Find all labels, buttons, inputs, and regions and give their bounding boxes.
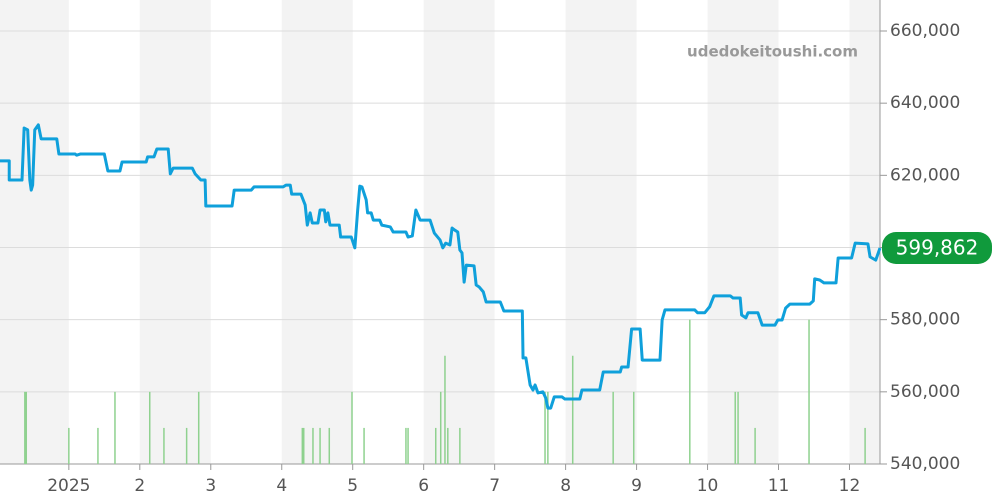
volume-bar bbox=[571, 355, 574, 464]
volume-bar bbox=[407, 427, 409, 464]
volume-bar bbox=[632, 391, 635, 464]
volume-bar bbox=[148, 391, 151, 464]
y-tick-label: 540,000 bbox=[890, 454, 960, 474]
x-tick-label: 11 bbox=[768, 476, 790, 496]
volume-bar bbox=[302, 427, 305, 464]
volume-bar bbox=[405, 427, 407, 464]
volume-bar bbox=[444, 355, 446, 464]
volume-bar bbox=[439, 391, 442, 464]
x-tick-label: 6 bbox=[418, 476, 429, 496]
month-band bbox=[0, 0, 69, 464]
volume-bar bbox=[163, 427, 165, 464]
volume-bar bbox=[363, 427, 365, 464]
volume-bar bbox=[328, 427, 331, 464]
x-tick-label: 8 bbox=[560, 476, 571, 496]
y-tick-label: 640,000 bbox=[890, 93, 960, 113]
x-tick-label: 3 bbox=[205, 476, 216, 496]
volume-bar bbox=[808, 319, 810, 464]
volume-bar bbox=[312, 427, 314, 464]
y-tick-label: 620,000 bbox=[890, 165, 960, 185]
month-band bbox=[849, 0, 880, 464]
volume-bar bbox=[612, 391, 614, 464]
x-tick-label: 2 bbox=[134, 476, 145, 496]
x-tick-label: 4 bbox=[276, 476, 287, 496]
volume-bar bbox=[24, 391, 26, 464]
x-tick-label: 2025 bbox=[47, 476, 90, 496]
volume-bar bbox=[197, 391, 200, 464]
volume-bar bbox=[544, 391, 546, 464]
volume-bar bbox=[68, 427, 70, 464]
price-badge bbox=[882, 231, 992, 264]
x-tick-label: 10 bbox=[697, 476, 719, 496]
volume-bar bbox=[114, 391, 116, 464]
volume-bar bbox=[351, 391, 353, 464]
volume-bar bbox=[319, 427, 321, 464]
volume bbox=[24, 319, 866, 464]
y-tick-label: 580,000 bbox=[890, 310, 960, 330]
price-badge-label: 599,862 bbox=[896, 235, 979, 259]
x-tick-label: 12 bbox=[839, 476, 861, 496]
volume-bar bbox=[25, 391, 28, 464]
x-tick-label: 7 bbox=[489, 476, 500, 496]
volume-bar bbox=[185, 427, 188, 464]
volume-bar bbox=[547, 391, 549, 464]
y-tick-label: 660,000 bbox=[890, 21, 960, 41]
labels: 540,000560,000580,000600,000620,000640,0… bbox=[47, 21, 992, 496]
month-band bbox=[707, 0, 779, 464]
volume-bar bbox=[737, 391, 739, 464]
volume-bar bbox=[434, 427, 437, 464]
volume-bar bbox=[689, 319, 691, 464]
volume-bar bbox=[864, 427, 866, 464]
volume-bar bbox=[97, 427, 99, 464]
line-layer bbox=[0, 123, 882, 410]
x-tick-label: 9 bbox=[631, 476, 642, 496]
x-tick-label: 5 bbox=[347, 476, 358, 496]
month-band bbox=[139, 0, 211, 464]
volume-bar bbox=[459, 427, 461, 464]
watermark: udedokeitoushi.com bbox=[687, 43, 858, 61]
volume-bar bbox=[447, 427, 449, 464]
month-band bbox=[565, 0, 637, 464]
price-line bbox=[0, 123, 882, 410]
month-band bbox=[281, 0, 353, 464]
volume-bar bbox=[301, 427, 304, 464]
y-tick-label: 560,000 bbox=[890, 382, 960, 402]
volume-bar bbox=[754, 427, 756, 464]
volume-bar bbox=[734, 391, 736, 464]
